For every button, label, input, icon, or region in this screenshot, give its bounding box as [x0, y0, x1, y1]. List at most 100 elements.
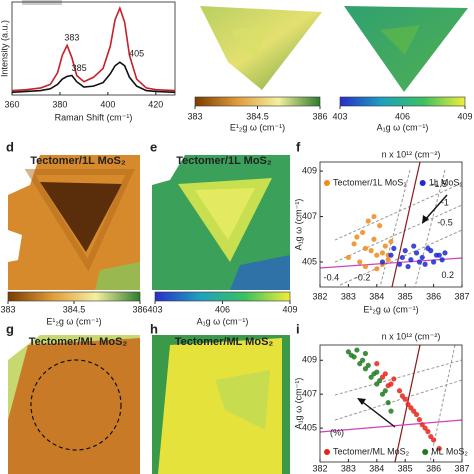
colorbar	[194, 96, 321, 107]
data-point	[345, 254, 351, 261]
annotation: 405	[129, 49, 144, 59]
data-point	[442, 250, 448, 256]
data-point	[371, 213, 377, 220]
data-point	[396, 261, 403, 267]
legend-marker	[324, 180, 330, 186]
data-point	[379, 259, 386, 265]
legend-label: Tectomer/1L MoS₂	[333, 177, 407, 187]
annotation: 0.2	[442, 270, 455, 280]
panel-label: g	[6, 321, 14, 336]
data-point	[402, 248, 408, 254]
y-tick-label: 407	[302, 211, 317, 221]
data-point	[351, 241, 357, 247]
data-point	[374, 266, 380, 272]
annotation: -0.5	[437, 218, 453, 228]
x-tick-label: 420	[148, 99, 163, 109]
data-point	[374, 252, 380, 258]
colorbar-tick-label: 386	[312, 111, 327, 121]
colorbar-tick-label: 409	[282, 304, 297, 314]
panel-label: e	[150, 139, 157, 154]
map-d	[8, 155, 140, 290]
data-point	[391, 376, 397, 382]
data-point	[416, 259, 422, 265]
panel-label: d	[6, 139, 14, 154]
y-tick-label: 409	[302, 165, 317, 175]
spectrum-line	[11, 61, 176, 94]
data-point	[368, 248, 374, 254]
map-e	[152, 155, 290, 290]
y-axis-label: A₁g ω (cm⁻¹)	[293, 378, 303, 430]
data-point	[428, 248, 434, 254]
spectrum-line	[11, 5, 176, 92]
legend-label: Tectomer/ML MoS₂	[333, 446, 410, 456]
y-axis-label: A₁g ω (cm⁻¹)	[293, 199, 303, 251]
map-title: Tectomer/ML MoS₂	[29, 336, 128, 348]
data-point	[360, 357, 366, 363]
data-point	[419, 254, 425, 261]
data-point	[422, 261, 428, 267]
x-tick-label: 387	[454, 291, 469, 301]
x-tick-label: 384	[369, 291, 384, 301]
colorbar-tick-label: 384.5	[63, 304, 86, 314]
data-point	[399, 254, 405, 261]
data-point	[357, 259, 363, 265]
x-axis-label: Raman Shift (cm⁻¹)	[55, 112, 133, 122]
map-g	[8, 335, 140, 474]
annotation: -1.5	[432, 179, 448, 189]
data-point	[377, 223, 383, 229]
x-tick-label: 386	[426, 463, 441, 473]
x-tick-label: 382	[312, 291, 327, 301]
colorbar	[7, 291, 141, 302]
data-point	[422, 425, 428, 431]
map-title: Tectomer/1L MoS₂	[30, 155, 126, 167]
y-tick-label: 407	[302, 389, 317, 399]
plot-i-guides	[319, 344, 463, 463]
colorbar-label: E¹₂g ω (cm⁻¹)	[46, 316, 101, 326]
data-point	[396, 388, 403, 394]
annotation: -1	[441, 197, 449, 207]
annotation: -0.4	[324, 272, 340, 282]
data-point	[354, 347, 360, 353]
data-point	[428, 433, 434, 440]
colorbar-tick-label: 406	[215, 304, 230, 314]
data-point	[439, 257, 445, 263]
data-point	[374, 361, 380, 367]
data-point	[433, 252, 440, 258]
data-point	[354, 234, 360, 240]
colorbar-tick-label: 386	[132, 304, 147, 314]
legend-marker	[324, 449, 330, 455]
map-title: Tectomer/1L MoS₂	[176, 155, 272, 167]
data-point	[411, 243, 417, 249]
data-point	[365, 362, 371, 368]
map-c	[344, 6, 468, 92]
x-tick-label: 400	[100, 99, 115, 109]
data-point	[411, 408, 417, 414]
data-point	[374, 369, 380, 375]
x-tick-label: 383	[341, 291, 356, 301]
colorbar-tick-label: 403	[147, 304, 162, 314]
data-point	[385, 400, 391, 406]
legend-marker	[422, 449, 429, 455]
data-point	[388, 252, 394, 258]
y-tick-label: 405	[302, 422, 317, 432]
annotation: 385	[72, 63, 87, 73]
annotation: -0.2	[355, 272, 371, 282]
x-tick-label: 384	[369, 463, 384, 473]
data-point	[431, 259, 437, 265]
panel-label: i	[296, 321, 300, 336]
data-point	[388, 408, 394, 414]
data-point	[362, 350, 369, 357]
colorbar-tick-label: 406	[395, 111, 410, 121]
y-tick-label: 409	[302, 355, 317, 365]
colorbar-label: A₁g ω (cm⁻¹)	[377, 122, 429, 132]
annotation: (%)	[330, 428, 344, 438]
data-point	[388, 238, 394, 245]
colorbar-label: E¹₂g ω (cm⁻¹)	[230, 122, 285, 132]
data-point	[408, 257, 414, 263]
data-point	[377, 378, 383, 384]
x-tick-label: 385	[398, 291, 413, 301]
colorbar	[339, 96, 466, 107]
data-point	[362, 263, 369, 270]
data-point	[379, 250, 386, 256]
colorbar-label: A₁g ω (cm⁻¹)	[197, 316, 249, 326]
